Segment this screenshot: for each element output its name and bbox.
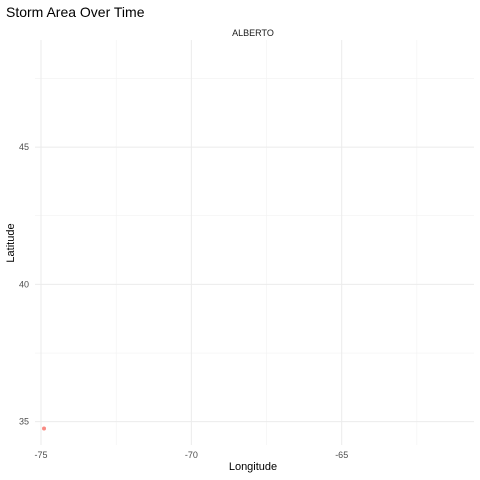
x-axis-title: Longitude: [229, 461, 277, 473]
y-tick-label: 35: [19, 417, 29, 427]
facet-strip-label: ALBERTO: [232, 28, 274, 38]
y-axis-title: Latitude: [5, 223, 17, 262]
data-points: [42, 426, 47, 431]
plot-panel: [35, 40, 474, 445]
major-gridlines: [35, 40, 474, 445]
y-tick-label: 45: [19, 142, 29, 152]
minor-gridlines: [35, 40, 474, 445]
x-tick-label: -65: [335, 450, 348, 460]
y-axis-ticks: 35 40 45: [19, 142, 29, 427]
x-axis-ticks: -75 -70 -65: [35, 450, 349, 460]
data-point: [42, 426, 47, 431]
chart-title: Storm Area Over Time: [6, 4, 145, 20]
y-tick-label: 40: [19, 279, 29, 289]
x-tick-label: -75: [35, 450, 48, 460]
x-tick-label: -70: [185, 450, 198, 460]
